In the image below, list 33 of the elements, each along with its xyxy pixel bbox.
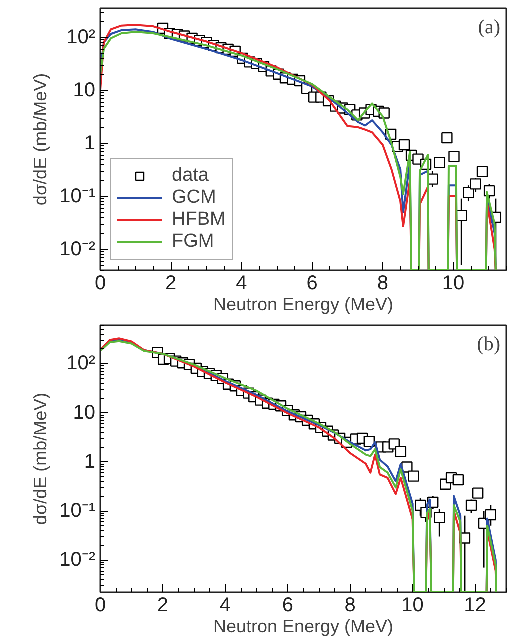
- y-tick-label: 10²: [66, 26, 96, 48]
- x-axis-title: Neutron Energy (MeV): [213, 294, 394, 314]
- x-tick-label: 4: [236, 272, 248, 294]
- y-tick-label: 1: [84, 450, 96, 473]
- annotation: (b): [477, 334, 501, 356]
- x-tick-label: 6: [306, 272, 318, 294]
- x-tick-label: 2: [157, 594, 169, 616]
- x-tick-label: 2: [166, 272, 177, 294]
- annotation: (a): [478, 16, 501, 38]
- x-tick-label: 10: [442, 272, 465, 294]
- x-axis-title: Neutron Energy (MeV): [213, 616, 394, 636]
- x-tick-label: 12: [464, 594, 486, 616]
- y-tick-label: 10: [73, 79, 96, 102]
- y-axis-title: dσ/dE (mb/MeV): [30, 392, 51, 526]
- y-tick-label: 10⁻²: [60, 238, 96, 260]
- y-tick-label: 10⁻¹: [60, 185, 96, 208]
- x-tick-label: 6: [282, 594, 294, 616]
- legend-label: data: [172, 165, 209, 187]
- x-tick-label: 8: [377, 272, 388, 294]
- x-tick-label: 0: [94, 272, 106, 294]
- legend-label: HFBM: [172, 209, 226, 231]
- x-tick-label: 4: [220, 594, 231, 616]
- y-tick-label: 10²: [66, 352, 96, 375]
- legend-label: FGM: [172, 231, 214, 253]
- x-tick-label: 0: [94, 594, 106, 616]
- x-tick-label: 10: [402, 594, 424, 616]
- y-axis-title: dσ/dE (mb/MeV): [30, 73, 51, 206]
- y-tick-label: 1: [84, 132, 96, 154]
- legend-label: GCM: [172, 187, 216, 209]
- y-tick-label: 10⁻¹: [60, 500, 96, 522]
- x-tick-label: 8: [344, 594, 356, 616]
- y-tick-label: 10⁻²: [60, 549, 96, 572]
- y-tick-label: 10: [73, 402, 96, 424]
